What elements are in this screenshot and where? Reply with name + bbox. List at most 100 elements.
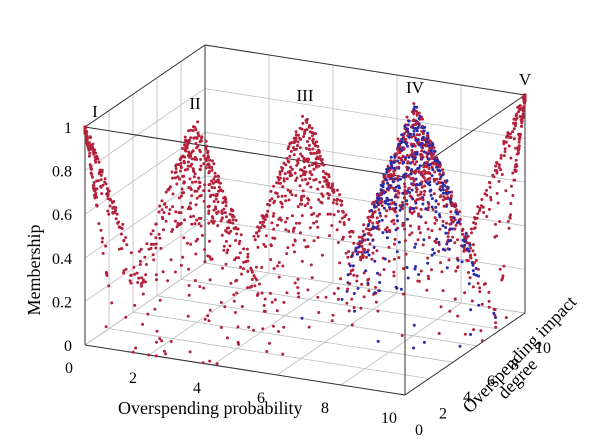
data-point [147,247,151,251]
data-point [224,204,228,208]
data-point [378,289,381,293]
data-point [412,207,416,210]
data-point [456,314,460,318]
data-point [391,207,395,211]
data-point [410,212,414,215]
data-point [347,218,351,221]
data-point [206,314,210,318]
data-point [154,236,158,240]
peak-label: I [92,102,98,121]
data-point [466,247,469,251]
data-point [352,306,356,310]
data-point [298,126,302,130]
data-point [171,205,175,209]
data-point [187,150,191,154]
data-point [321,169,325,173]
data-point [210,179,213,183]
data-point [293,250,296,254]
data-point [230,214,234,218]
data-point [309,263,313,267]
data-point [166,279,170,283]
data-point [261,327,265,331]
data-point [185,241,189,245]
data-point [225,226,229,230]
data-point [499,154,503,157]
data-point [298,221,301,225]
data-point [193,222,197,226]
data-point [304,170,308,174]
data-point [185,144,189,147]
data-point [367,289,371,293]
data-point [117,220,121,224]
data-point [523,94,527,98]
data-point [365,227,368,231]
data-point [228,212,232,216]
data-point [178,158,182,162]
data-point [234,239,237,242]
data-point [384,199,387,203]
data-point [106,193,110,197]
data-point [234,279,238,283]
data-point [382,206,386,210]
data-point [143,255,147,259]
data-point [284,228,288,232]
data-point [318,212,321,216]
data-point [402,132,406,136]
data-point [268,341,271,345]
data-point [430,205,434,209]
data-point [427,206,430,210]
data-point [508,215,512,219]
data-point [392,161,396,164]
data-point [154,242,158,246]
data-point [212,193,215,197]
data-point [310,213,314,217]
data-point [112,205,116,209]
data-point [412,102,416,105]
data-point [274,191,278,195]
data-point [154,246,158,250]
data-point [233,258,237,262]
data-point [219,219,223,223]
data-point [202,199,206,203]
data-point [463,291,467,295]
data-point [402,147,406,151]
data-point [460,260,464,264]
data-point [351,251,355,255]
data-point [416,141,420,145]
data-point [238,239,242,243]
data-point [186,164,190,168]
data-point [105,273,109,277]
data-point [391,180,395,184]
data-point [179,165,183,168]
data-point [129,281,133,285]
data-point [137,276,141,280]
data-point [423,125,427,129]
data-point [417,273,421,276]
data-point [198,167,202,171]
x-axis-label: Overspending probability [118,398,302,418]
data-point [162,349,166,353]
data-point [418,197,421,201]
data-point [282,161,286,165]
data-point [438,215,442,219]
data-point [195,158,199,161]
data-point [115,212,119,216]
data-point [409,206,412,210]
data-point [462,249,466,253]
data-point [194,142,198,145]
data-point [365,250,369,254]
data-point [306,196,310,200]
data-point [423,184,427,188]
data-point [158,204,162,208]
data-point [178,169,182,173]
data-point [293,238,297,242]
data-point [509,184,513,188]
z-tick-label: 0.8 [52,164,72,181]
data-point [224,215,228,219]
data-point [390,166,394,170]
data-point [179,263,183,267]
data-point [198,285,202,289]
data-point [286,147,290,151]
data-point [216,224,220,228]
